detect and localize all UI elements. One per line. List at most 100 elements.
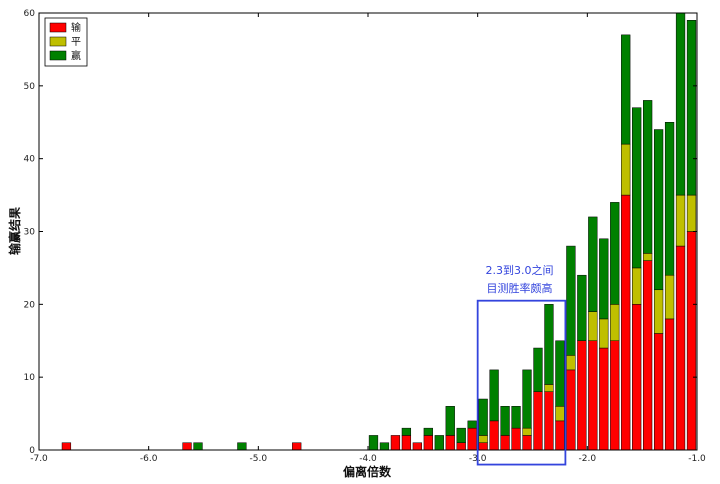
bar-segment — [511, 406, 521, 429]
annotation-text: 目测胜率颇高 — [487, 281, 553, 295]
legend-swatch — [49, 22, 67, 33]
x-tick-label: -2.0 — [579, 454, 597, 464]
bar-segment — [675, 194, 686, 247]
bar-segment — [577, 340, 587, 451]
bar-segment — [610, 340, 620, 451]
bar-segment — [566, 355, 576, 371]
bar-segment — [610, 202, 620, 305]
bar-segment — [621, 194, 631, 451]
bar-segment — [686, 231, 697, 451]
bar-segment — [599, 238, 609, 320]
bar-segment — [555, 420, 565, 451]
y-tick-label: 50 — [24, 82, 36, 92]
bar-segment — [522, 369, 532, 429]
x-tick-label: -5.0 — [250, 454, 268, 464]
axes — [38, 12, 698, 451]
y-tick-label: 40 — [24, 155, 36, 165]
bar-segment — [467, 420, 477, 429]
bar-segment — [643, 253, 653, 261]
bar-segment — [544, 304, 554, 385]
bar-segment — [489, 420, 499, 451]
y-tick-label: 20 — [24, 300, 36, 310]
bar-segment — [632, 304, 642, 451]
bar-segment — [555, 406, 565, 422]
bar-segment — [577, 274, 587, 342]
bar-segment — [675, 245, 686, 451]
bar-segment — [445, 435, 455, 451]
bar-segment — [456, 427, 466, 443]
x-tick-label: -1.0 — [688, 454, 706, 464]
bar-segment — [599, 347, 609, 451]
bar-segment — [621, 34, 631, 145]
bar-segment — [653, 129, 664, 291]
bar-segment — [401, 435, 412, 451]
bar-segment — [379, 442, 390, 451]
bar-segment — [456, 442, 466, 451]
legend-swatch — [49, 36, 67, 47]
bar-segment — [489, 369, 499, 422]
bar-segment — [193, 442, 203, 451]
bar-segment — [467, 427, 477, 451]
annotation-box — [476, 299, 567, 466]
x-tick-label: -7.0 — [30, 454, 48, 464]
bar-segment — [566, 245, 576, 356]
y-tick-label: 0 — [29, 446, 35, 456]
bar-segment — [182, 442, 192, 451]
bar-segment — [401, 427, 412, 436]
bar-segment — [610, 304, 620, 341]
bar-segment — [478, 435, 488, 443]
bar-segment — [500, 406, 510, 436]
bar-segment — [544, 384, 554, 392]
bar-segment — [61, 442, 72, 451]
bar-segment — [599, 318, 609, 349]
bar-segment — [555, 340, 565, 407]
bar-segment — [621, 143, 631, 196]
bar-segment — [423, 435, 433, 451]
bar-segment — [522, 427, 532, 436]
bar-segment — [664, 318, 675, 451]
bar-segment — [566, 369, 576, 451]
bar-segment — [522, 435, 532, 451]
bar-segment — [632, 107, 642, 269]
x-tick-label: -4.0 — [359, 454, 377, 464]
bar-segment — [653, 333, 664, 451]
y-tick-label: 30 — [24, 228, 36, 238]
bar-group — [61, 12, 697, 451]
bar-segment — [533, 347, 543, 392]
bar-segment — [544, 391, 554, 451]
bar-segment — [632, 267, 642, 305]
bar-segment — [390, 435, 401, 451]
bar-segment — [292, 442, 302, 451]
legend-swatch — [49, 50, 67, 61]
bar-segment — [434, 435, 444, 451]
y-tick-label: 10 — [24, 373, 36, 383]
bar-segment — [478, 442, 488, 451]
bar-segment — [643, 260, 653, 451]
plot-frame — [38, 12, 698, 451]
bar-segment — [412, 442, 422, 451]
bar-segment — [686, 194, 697, 232]
x-axis-label: 偏离倍数 — [343, 464, 392, 479]
bar-segment — [511, 427, 521, 451]
bar-segment — [368, 435, 379, 451]
bar-segment — [423, 427, 433, 436]
legend-label: 赢 — [71, 49, 81, 62]
bar-segment — [533, 391, 543, 451]
bar-segment — [664, 122, 675, 276]
bar-segment — [445, 406, 455, 436]
bar-segment — [664, 274, 675, 320]
bar-segment — [478, 398, 488, 436]
bar-segment — [588, 340, 598, 451]
bar-segment — [686, 20, 697, 196]
bar-segment — [675, 12, 686, 196]
legend: 输平赢 — [44, 17, 88, 67]
legend-label: 平 — [71, 37, 81, 48]
annotation-text: 2.3到3.0之间 — [486, 263, 554, 277]
x-tick-label: -6.0 — [140, 454, 158, 464]
bar-segment — [643, 100, 653, 254]
y-tick-label: 60 — [24, 9, 36, 19]
legend-label: 输 — [71, 21, 81, 34]
bar-segment — [653, 289, 664, 334]
